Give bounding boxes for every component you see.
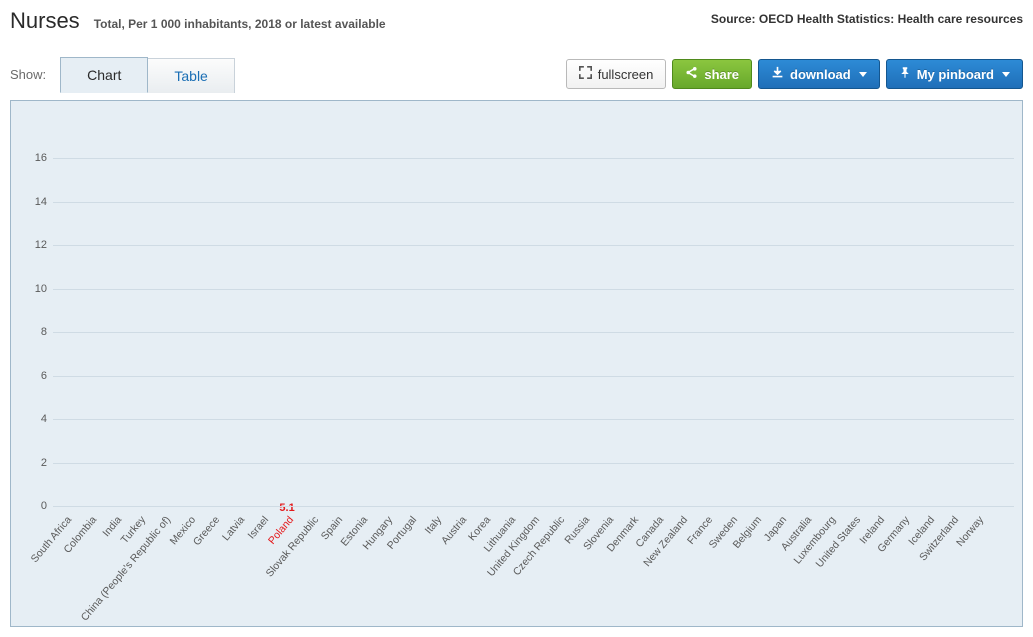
x-tick-label: Italy — [423, 514, 445, 536]
chart-container: 5.1 0246810121416 South AfricaColombiaIn… — [10, 100, 1023, 627]
show-label: Show: — [10, 67, 46, 82]
x-slot: Latvia — [225, 508, 250, 626]
chart-bars: 5.1 — [53, 115, 1014, 506]
y-tick-label: 8 — [21, 326, 47, 338]
x-slot: China (People's Republic of) — [152, 508, 177, 626]
x-slot: Czech Republic — [546, 508, 571, 626]
chevron-down-icon — [1002, 72, 1010, 77]
x-slot: Norway — [965, 508, 990, 626]
page-subtitle: Total, Per 1 000 inhabitants, 2018 or la… — [94, 17, 386, 31]
chart-x-labels: South AfricaColombiaIndiaTurkeyChina (Pe… — [53, 508, 1014, 626]
x-slot: Iceland — [915, 508, 940, 626]
x-slot: Austria — [447, 508, 472, 626]
x-slot: France — [694, 508, 719, 626]
y-tick-label: 14 — [21, 196, 47, 208]
grid-line — [53, 158, 1014, 159]
grid-line — [53, 376, 1014, 377]
x-slot: Switzerland — [940, 508, 965, 626]
x-slot: Spain — [324, 508, 349, 626]
view-tabs: Chart Table — [60, 56, 235, 92]
x-slot: Germany — [891, 508, 916, 626]
x-slot: New Zealand — [669, 508, 694, 626]
tab-table[interactable]: Table — [148, 58, 234, 93]
x-slot: South Africa — [53, 508, 78, 626]
chart-plot: 5.1 0246810121416 — [53, 115, 1014, 506]
x-slot: Slovenia — [595, 508, 620, 626]
pinboard-button[interactable]: My pinboard — [886, 59, 1023, 89]
y-tick-label: 2 — [21, 457, 47, 469]
x-slot: Sweden — [718, 508, 743, 626]
x-slot: Italy — [423, 508, 448, 626]
pin-icon — [899, 66, 911, 82]
download-icon — [771, 66, 784, 82]
x-slot: Greece — [201, 508, 226, 626]
toolbar: Show: Chart Table fullscreen share — [0, 56, 1033, 92]
y-tick-label: 10 — [21, 283, 47, 295]
download-label: download — [790, 67, 851, 82]
x-slot — [989, 508, 1014, 626]
fullscreen-icon — [579, 66, 592, 82]
page-title: Nurses — [10, 8, 80, 34]
source-text: Source: OECD Health Statistics: Health c… — [711, 12, 1023, 26]
grid-line — [53, 332, 1014, 333]
y-tick-label: 4 — [21, 413, 47, 425]
bar-value-label: 5.1 — [279, 502, 294, 504]
y-tick-label: 16 — [21, 152, 47, 164]
x-slot: Ireland — [866, 508, 891, 626]
y-tick-label: 6 — [21, 370, 47, 382]
x-slot: Mexico — [176, 508, 201, 626]
y-tick-label: 12 — [21, 239, 47, 251]
grid-line — [53, 506, 1014, 507]
x-slot: Estonia — [349, 508, 374, 626]
chevron-down-icon — [859, 72, 867, 77]
fullscreen-label: fullscreen — [598, 67, 654, 82]
x-slot: Denmark — [620, 508, 645, 626]
share-icon — [685, 66, 698, 82]
x-slot: Belgium — [743, 508, 768, 626]
x-slot: Russia — [570, 508, 595, 626]
x-slot: Portugal — [398, 508, 423, 626]
x-slot: Australia — [792, 508, 817, 626]
x-slot: Japan — [768, 508, 793, 626]
fullscreen-button[interactable]: fullscreen — [566, 59, 667, 89]
tab-chart[interactable]: Chart — [60, 57, 148, 93]
grid-line — [53, 202, 1014, 203]
download-button[interactable]: download — [758, 59, 880, 89]
grid-line — [53, 289, 1014, 290]
grid-line — [53, 245, 1014, 246]
share-label: share — [704, 67, 739, 82]
x-slot: Hungary — [373, 508, 398, 626]
grid-line — [53, 463, 1014, 464]
pinboard-label: My pinboard — [917, 67, 994, 82]
x-slot: Slovak Republic — [299, 508, 324, 626]
grid-line — [53, 419, 1014, 420]
y-tick-label: 0 — [21, 500, 47, 512]
x-slot: United States — [842, 508, 867, 626]
share-button[interactable]: share — [672, 59, 752, 89]
